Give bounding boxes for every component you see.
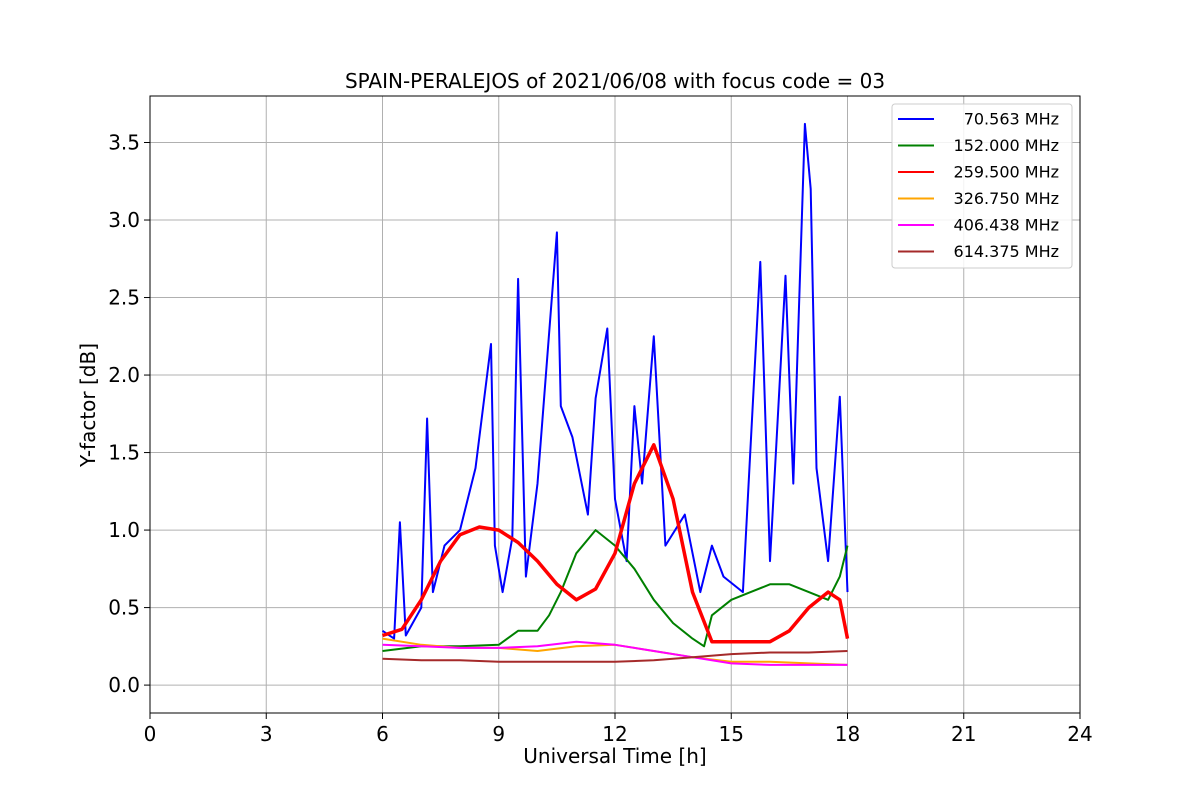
y-tick-label: 3.5 — [108, 131, 140, 155]
series-line-4 — [382, 640, 848, 666]
y-tick-label: 2.5 — [108, 286, 140, 310]
y-tick-label: 1.0 — [108, 518, 140, 542]
series-line-0 — [381, 122, 849, 640]
y-tick-label: 0.5 — [108, 596, 140, 620]
x-axis-label: Universal Time [h] — [523, 744, 706, 768]
x-tick-label: 0 — [144, 722, 157, 746]
x-tick-label: 18 — [835, 722, 860, 746]
y-axis-label: Y-factor [dB] — [76, 343, 100, 468]
x-axis-ticks: 0 3 6 9 12 15 18 21 24 — [144, 713, 1093, 746]
y-tick-label: 0.0 — [108, 673, 140, 697]
y-tick-label: 2.0 — [108, 363, 140, 387]
legend-entry: 259.500 MHz — [954, 163, 1059, 182]
x-tick-label: 21 — [951, 722, 976, 746]
series-line-2 — [381, 443, 850, 644]
series-line-5 — [382, 650, 848, 663]
y-axis-ticks: 0.0 0.5 1.0 1.5 2.0 2.5 3.0 3.5 — [108, 131, 150, 697]
legend-entry: 326.750 MHz — [954, 189, 1059, 208]
x-tick-label: 24 — [1067, 722, 1092, 746]
legend: 70.563 MHz 152.000 MHz 259.500 MHz 326.750 … — [891, 103, 1073, 269]
x-tick-label: 12 — [602, 722, 627, 746]
legend-entry: 406.438 MHz — [954, 216, 1059, 235]
x-tick-label: 9 — [492, 722, 505, 746]
x-tick-label: 6 — [376, 722, 389, 746]
y-tick-label: 3.0 — [108, 208, 140, 232]
legend-entry: 152.000 MHz — [954, 136, 1059, 155]
legend-entry: 614.375 MHz — [954, 242, 1059, 261]
x-tick-label: 15 — [719, 722, 744, 746]
legend-entry: 70.563 MHz — [964, 110, 1059, 129]
legend-box — [891, 103, 1073, 269]
chart-title: SPAIN-PERALEJOS of 2021/06/08 with focus… — [345, 69, 885, 93]
y-tick-label: 1.5 — [108, 441, 140, 465]
series-lines — [381, 122, 850, 666]
series-line-1 — [382, 529, 849, 652]
x-tick-label: 3 — [260, 722, 273, 746]
